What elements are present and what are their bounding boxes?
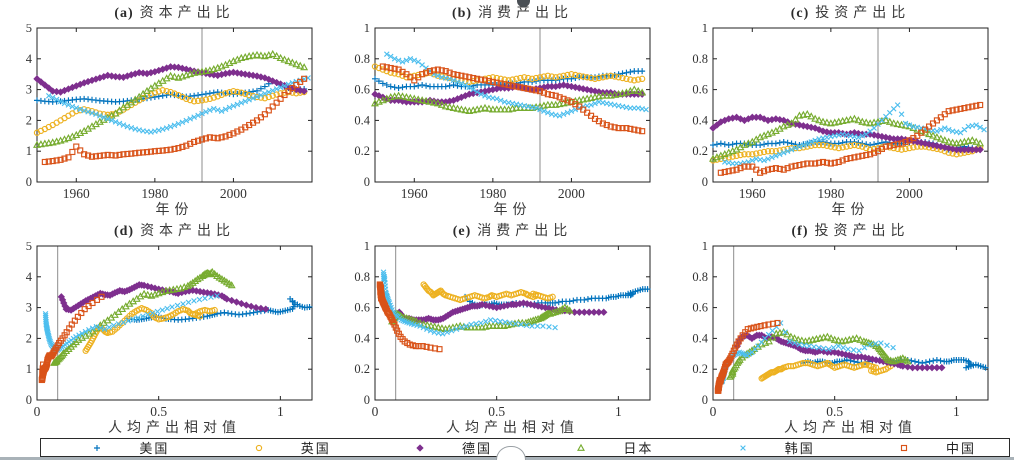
svg-text:0.4: 0.4 — [354, 331, 370, 345]
panel-c-title: (c) 投资产出比 — [790, 6, 911, 21]
svg-text:1960: 1960 — [401, 186, 428, 201]
legend-item-usa: 美国 — [41, 439, 202, 456]
svg-text:1: 1 — [364, 24, 370, 35]
svg-text:0.6: 0.6 — [354, 301, 370, 315]
svg-text:2: 2 — [26, 331, 32, 345]
svg-text:0.8: 0.8 — [354, 270, 370, 284]
svg-text:1980: 1980 — [479, 186, 506, 201]
svg-text:0.4: 0.4 — [692, 331, 708, 345]
svg-text:4: 4 — [26, 270, 33, 284]
svg-text:2000: 2000 — [220, 186, 247, 201]
panel-d-chart: 0 0.5 1 0 1 2 3 4 5 — [26, 242, 313, 419]
panel-a-chart: 1960 1980 2000 0 1 2 3 4 5 — [26, 24, 313, 201]
svg-text:2000: 2000 — [896, 186, 923, 201]
svg-text:3: 3 — [26, 301, 32, 315]
panel-b-chart: 1960 1980 2000 0 0.2 0.4 0.6 0.8 1 — [354, 24, 651, 201]
panel-f: (f) 投资产出比 0 0.5 1 0 0.2 0.4 0.6 0.8 1 人均产出相对值 — [676, 222, 1014, 440]
svg-text:0: 0 — [26, 393, 32, 407]
svg-text:1: 1 — [702, 242, 708, 253]
svg-text:0.5: 0.5 — [150, 404, 167, 419]
svg-text:0.6: 0.6 — [692, 301, 708, 315]
svg-text:5: 5 — [26, 24, 32, 35]
panel-grid: (a) 资本产出比 1960 1980 2000 0 1 2 3 4 5 年份 (b) 消费产出比 … — [0, 4, 1014, 440]
korea-x-marker-icon — [739, 444, 746, 451]
svg-text:0.2: 0.2 — [354, 362, 370, 376]
svg-text:0.8: 0.8 — [354, 52, 370, 66]
panel-b: (b) 消费产出比 1960 1980 2000 0 0.2 0.4 0.6 0.8 1 年份 — [338, 4, 676, 222]
legend-label-china: 中国 — [946, 441, 977, 456]
svg-text:0.2: 0.2 — [692, 144, 708, 158]
panel-f-chart: 0 0.5 1 0 0.2 0.4 0.6 0.8 1 — [692, 242, 989, 419]
svg-text:0.8: 0.8 — [692, 52, 708, 66]
svg-text:5: 5 — [26, 242, 32, 253]
legend-item-korea: 韩国 — [686, 439, 847, 456]
svg-text:2000: 2000 — [558, 186, 585, 201]
svg-text:0: 0 — [364, 393, 370, 407]
svg-text:1980: 1980 — [141, 186, 168, 201]
cropped-glyph-top — [517, 0, 530, 7]
usa-plus-marker-icon — [94, 444, 101, 451]
panel-d-xlabel: 人均产出相对值 — [108, 421, 241, 436]
svg-text:1: 1 — [702, 24, 708, 35]
svg-text:1: 1 — [615, 404, 622, 419]
svg-text:1: 1 — [953, 404, 960, 419]
panel-f-xlabel: 人均产出相对值 — [784, 421, 917, 436]
legend-item-germany: 德国 — [364, 439, 525, 456]
svg-text:0: 0 — [26, 175, 32, 189]
svg-text:1: 1 — [26, 144, 32, 158]
legend-label-usa: 美国 — [139, 441, 170, 456]
panel-e-chart: 0 0.5 1 0 0.2 0.4 0.6 0.8 1 — [354, 242, 651, 419]
legend-label-japan: 日本 — [623, 441, 654, 456]
panel-b-title: (b) 消费产出比 — [451, 6, 574, 21]
panel-e: (e) 消费产出比 0 0.5 1 0 0.2 0.4 0.6 0.8 1 人均产出相对值 — [338, 222, 676, 440]
panel-d-title: (d) 资本产出比 — [113, 224, 236, 239]
svg-text:0.2: 0.2 — [692, 362, 708, 376]
svg-text:0.2: 0.2 — [354, 144, 370, 158]
svg-text:0.6: 0.6 — [354, 83, 370, 97]
panel-a-title: (a) 资本产出比 — [114, 6, 235, 21]
svg-text:1: 1 — [364, 242, 370, 253]
japan-triangle-marker-icon — [577, 443, 586, 451]
panel-c: (c) 投资产出比 1960 1980 2000 0 0.2 0.4 0.6 0.8 1 年份 — [676, 4, 1014, 222]
svg-text:0: 0 — [710, 404, 717, 419]
uk-circle-marker-icon — [255, 444, 262, 451]
svg-text:1960: 1960 — [63, 186, 90, 201]
panel-a-xlabel: 年份 — [155, 203, 194, 218]
china-square-marker-icon — [900, 444, 908, 451]
panel-a: (a) 资本产出比 1960 1980 2000 0 1 2 3 4 5 年份 — [0, 4, 338, 222]
svg-text:0: 0 — [364, 175, 370, 189]
svg-text:0.5: 0.5 — [826, 404, 843, 419]
germany-diamond-marker-icon — [416, 443, 424, 452]
svg-text:1: 1 — [277, 404, 284, 419]
svg-text:0: 0 — [702, 393, 708, 407]
svg-text:0: 0 — [372, 404, 379, 419]
panel-b-xlabel: 年份 — [493, 203, 532, 218]
svg-text:0.6: 0.6 — [692, 83, 708, 97]
svg-text:1960: 1960 — [739, 186, 766, 201]
panel-c-chart: 1960 1980 2000 0 0.2 0.4 0.6 0.8 1 — [692, 24, 989, 201]
legend-label-uk: 英国 — [300, 441, 331, 456]
legend-item-uk: 英国 — [202, 439, 363, 456]
panel-e-title: (e) 消费产出比 — [452, 224, 573, 239]
panel-c-xlabel: 年份 — [831, 203, 870, 218]
svg-text:0: 0 — [702, 175, 708, 189]
svg-text:0.8: 0.8 — [692, 270, 708, 284]
svg-text:4: 4 — [26, 52, 33, 66]
svg-text:1: 1 — [26, 362, 32, 376]
svg-text:0.4: 0.4 — [354, 113, 370, 127]
svg-text:0: 0 — [34, 404, 41, 419]
legend-label-korea: 韩国 — [784, 441, 815, 456]
panel-f-title: (f) 投资产出比 — [791, 224, 910, 239]
legend-item-japan: 日本 — [525, 439, 686, 456]
legend-item-china: 中国 — [848, 439, 1009, 456]
svg-text:0.4: 0.4 — [692, 113, 708, 127]
svg-text:0.5: 0.5 — [488, 404, 505, 419]
svg-text:2: 2 — [26, 113, 32, 127]
legend-label-germany: 德国 — [462, 441, 493, 456]
svg-text:3: 3 — [26, 83, 32, 97]
panel-d: (d) 资本产出比 0 0.5 1 0 1 2 3 4 5 人均产出相对值 — [0, 222, 338, 440]
svg-text:1980: 1980 — [817, 186, 844, 201]
panel-e-xlabel: 人均产出相对值 — [446, 421, 579, 436]
